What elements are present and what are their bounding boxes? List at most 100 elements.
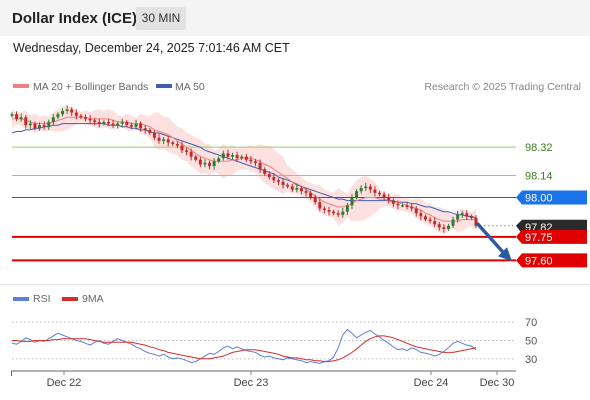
candle-body	[198, 159, 202, 165]
candle-body	[226, 153, 230, 157]
candle	[373, 186, 377, 197]
candle	[47, 119, 51, 131]
candle-body	[267, 173, 271, 178]
candle-body	[382, 194, 386, 198]
candle-body	[396, 203, 400, 206]
candle-body	[129, 125, 133, 127]
candle	[396, 200, 400, 210]
candle	[474, 215, 478, 229]
candle	[134, 119, 138, 130]
candle	[162, 136, 166, 145]
levels	[12, 146, 516, 262]
candle-body	[33, 123, 37, 129]
candle	[299, 185, 303, 195]
candle	[143, 125, 147, 134]
chart-title: Dollar Index (ICE)	[12, 10, 138, 27]
candle-body	[332, 211, 336, 214]
candle	[446, 223, 450, 231]
candle	[465, 209, 469, 221]
candle	[120, 118, 124, 128]
candle-body	[116, 123, 120, 126]
rsi-tick-label: 30	[525, 354, 537, 366]
level-label-text: 98.32	[525, 142, 553, 154]
candle-body	[345, 205, 349, 212]
rsi-tick-label: 50	[525, 336, 537, 348]
level-label-text: 97.60	[525, 255, 553, 267]
candle	[65, 105, 69, 114]
candle	[368, 184, 372, 193]
candle-body	[400, 205, 404, 207]
candle-body	[327, 210, 331, 212]
rsi-legend: RSI 9MA	[13, 293, 104, 305]
candle-body	[378, 192, 382, 195]
candle	[345, 203, 349, 215]
candle-body	[15, 114, 19, 119]
level-label-97.75: 97.75	[516, 229, 587, 244]
candle-body	[194, 156, 198, 160]
candle-body	[410, 206, 414, 209]
candle	[258, 159, 262, 173]
candle	[451, 216, 455, 229]
candle	[437, 221, 441, 231]
timeframe-button[interactable]: 30 MIN	[136, 7, 186, 30]
candle	[263, 167, 267, 176]
candle-body	[428, 219, 432, 222]
x-tick-label: Dec 22	[47, 377, 82, 389]
candle-body	[120, 122, 124, 124]
level-label-98.32: 98.32	[525, 142, 553, 154]
candle-body	[387, 197, 391, 201]
candle-body	[42, 125, 46, 127]
candle	[423, 214, 427, 222]
candle	[442, 224, 446, 233]
candle-body	[318, 202, 322, 209]
candle-body	[10, 114, 14, 116]
forecast-arrow-shaft	[476, 222, 506, 256]
bollinger-band	[12, 104, 476, 234]
candle-body	[341, 211, 345, 215]
candle-body	[102, 122, 106, 124]
legend-rsi-label: RSI	[33, 293, 51, 305]
candle	[208, 160, 212, 170]
candle	[456, 211, 460, 223]
candle	[24, 114, 28, 129]
candle	[244, 153, 248, 163]
candle	[410, 203, 414, 212]
candle	[231, 152, 235, 160]
candle-body	[79, 115, 83, 118]
candle	[359, 185, 363, 194]
candle-body	[189, 151, 193, 157]
price-legend: MA 20 + Bollinger Bands MA 50	[13, 81, 205, 93]
candle-body	[414, 208, 418, 214]
candle-body	[304, 191, 308, 193]
candle	[70, 107, 74, 116]
candle-body	[258, 162, 262, 170]
candle	[19, 113, 23, 122]
candle	[240, 154, 244, 161]
level-label-text: 97.75	[525, 232, 553, 244]
candle-body	[70, 109, 74, 113]
candle	[290, 183, 294, 192]
candle	[387, 193, 391, 204]
candle-body	[157, 137, 161, 141]
candle	[61, 108, 65, 117]
candle	[194, 154, 198, 162]
ma20-line	[12, 116, 476, 222]
candle	[33, 121, 37, 131]
candle	[38, 122, 42, 131]
candle-body	[419, 213, 423, 217]
candle	[203, 159, 207, 168]
candle	[79, 113, 83, 120]
candle	[253, 158, 257, 167]
candle-body	[437, 224, 441, 228]
level-label-98.00: 98.00	[516, 190, 587, 205]
source-note: Research © 2025 Trading Central	[424, 81, 581, 93]
candle-body	[253, 161, 257, 163]
candle-body	[355, 191, 359, 198]
candle-body	[244, 156, 248, 160]
candle-body	[185, 150, 189, 152]
candle-body	[111, 123, 115, 126]
candle	[88, 115, 92, 124]
candle-body	[276, 180, 280, 182]
candle	[276, 177, 280, 186]
candle	[355, 189, 359, 200]
